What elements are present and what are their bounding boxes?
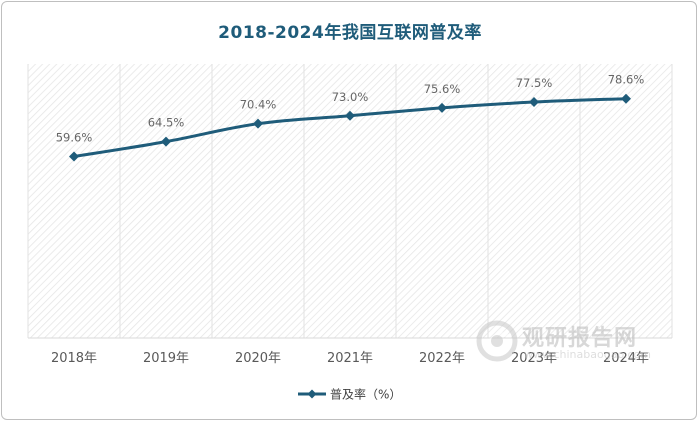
watermark-url: www.chinabaogao.com [524,348,651,361]
data-point [437,102,447,113]
watermark: 观研报告网 www.chinabaogao.com [470,318,660,366]
data-label: 73.0% [332,90,369,104]
data-labels: 59.6% 64.5% 70.4% 73.0% 75.6% 77.5% 78.6% [56,73,645,145]
x-tick-label: 2018年 [51,351,97,366]
data-point [621,93,631,104]
data-point [345,110,355,121]
plot-area [28,64,672,338]
series-group [69,93,631,162]
x-tick-label: 2020年 [235,351,281,366]
data-point [253,118,263,129]
x-tick-label: 2024年 [603,351,649,366]
data-point [69,151,79,162]
data-label: 59.6% [56,131,93,145]
x-tick-label: 2019年 [143,351,189,366]
data-label: 70.4% [240,98,277,112]
watermark-logo-icon [476,320,518,362]
grid-lines [27,64,673,339]
legend: 普及率（%） [298,387,401,402]
data-label: 75.6% [424,82,461,96]
legend-marker-icon [307,389,317,399]
data-label: 78.6% [608,73,645,87]
data-label: 64.5% [148,116,185,130]
data-point [529,97,539,108]
chart-title: 2018-2024年我国互联网普及率 [218,23,482,43]
legend-label: 普及率（%） [330,387,401,402]
x-tick-label: 2022年 [419,351,465,366]
x-tick-label: 2023年 [511,351,557,366]
watermark-text: 观研报告网 [522,326,638,351]
x-axis-ticks: 2018年 2019年 2020年 2021年 2022年 2023年 2024年 [51,351,649,366]
data-label: 77.5% [516,76,553,90]
x-tick-label: 2021年 [327,351,373,366]
data-point [161,136,171,147]
